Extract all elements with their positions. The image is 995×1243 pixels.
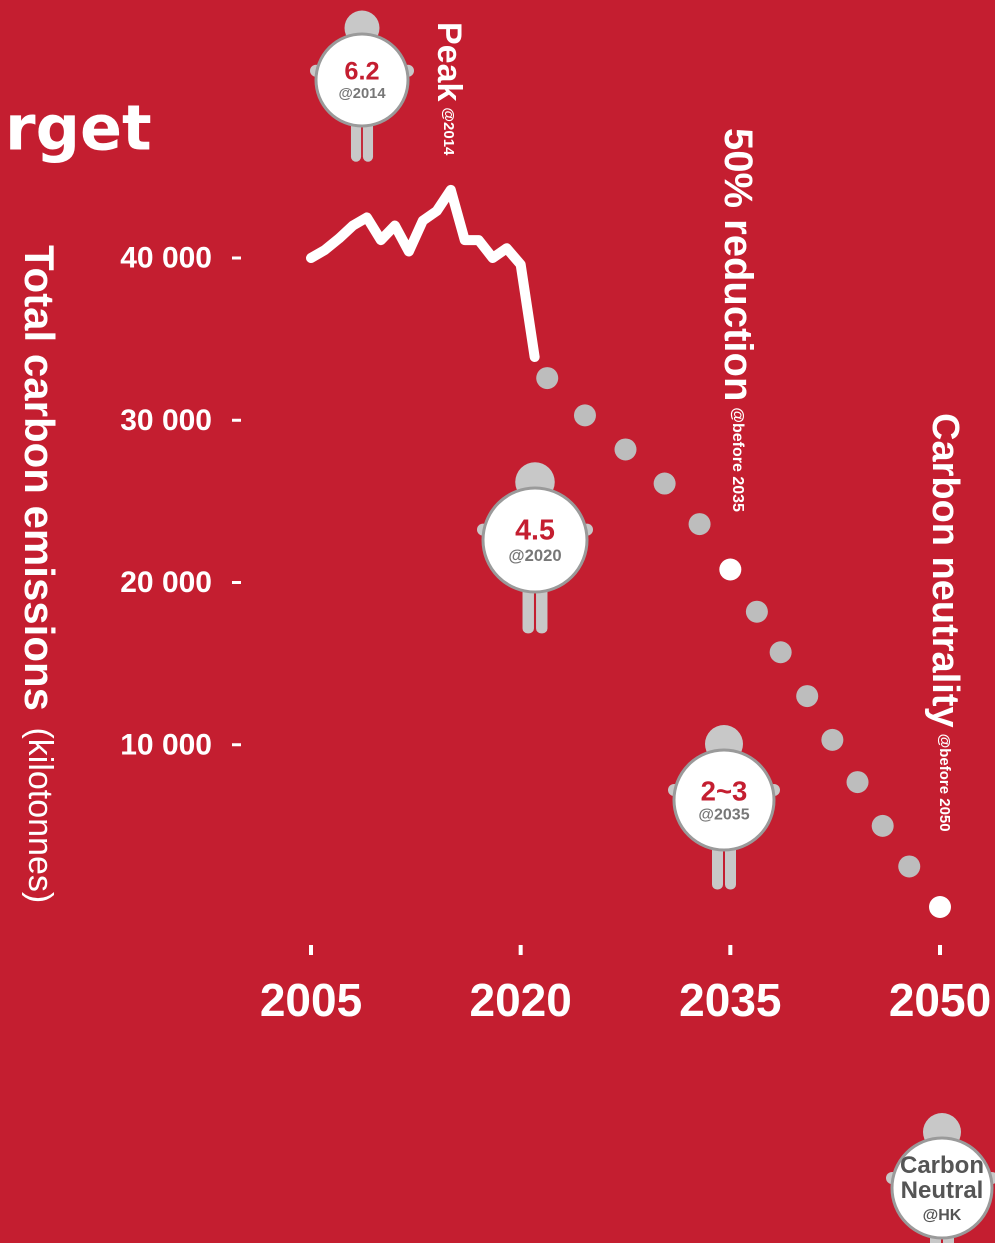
figure-leg [350, 118, 362, 162]
figure-leg [362, 118, 374, 162]
y-unit: (kilotonnes) [21, 727, 59, 903]
figure-text: 2~3 [701, 776, 748, 807]
figure: 4.5@2020 [477, 462, 593, 634]
dot [536, 367, 559, 390]
annotation-note: @2014 [441, 107, 458, 156]
dot [898, 855, 921, 878]
dot [846, 771, 869, 794]
dot [653, 472, 676, 495]
figure-text: Neutral [901, 1177, 984, 1204]
dot [719, 558, 742, 581]
annotation-text: Peak [430, 22, 468, 101]
y-tick-label: 40 000 [120, 242, 212, 275]
y-axis-label: Total carbon emissions (kilotonnes) [17, 245, 64, 903]
figure-leg [536, 584, 548, 634]
x-tick-label: 2005 [260, 974, 362, 1026]
y-label: Total carbon emissions [17, 245, 64, 711]
figure: 2~3@2035 [668, 725, 780, 890]
dot [769, 641, 792, 664]
y-tick-label: 20 000 [120, 566, 212, 599]
x-tick-label: 2050 [889, 974, 991, 1026]
figure-body [890, 1136, 994, 1240]
figure: 6.2@2014 [310, 10, 414, 162]
annotation-note: @before 2035 [730, 407, 747, 512]
dot [796, 685, 819, 708]
dot [745, 600, 768, 623]
figure-text: @2035 [698, 807, 749, 824]
line [306, 184, 540, 362]
figure-body [314, 32, 410, 128]
figure-text: Carbon [900, 1152, 984, 1179]
dot [929, 896, 951, 918]
figure-text: 4.5 [515, 515, 555, 547]
y-tick-label: 30 000 [120, 404, 212, 437]
figure-body [481, 486, 589, 594]
dot [573, 404, 596, 427]
figure-leg [522, 584, 534, 634]
figure-text: @2014 [338, 86, 386, 102]
annotation-text: 50% reduction [716, 128, 760, 401]
annotation: Peak @2014 [430, 22, 468, 156]
figure-text: 6.2 [344, 58, 379, 86]
figure-leg [725, 842, 736, 890]
dot [688, 513, 711, 536]
annotation: Carbon neutrality @before 2050 [924, 413, 966, 832]
dot [821, 728, 844, 751]
figure-leg [712, 842, 723, 890]
figure-text: @2020 [508, 546, 561, 565]
annotation-text: Carbon neutrality [924, 413, 966, 728]
y-tick-label: 10 000 [120, 728, 212, 761]
x-tick-label: 2035 [679, 974, 781, 1026]
chart-title: rget [5, 92, 152, 165]
annotation: 50% reduction @before 2035 [716, 128, 760, 512]
dot [614, 438, 637, 461]
figure-body [672, 748, 776, 852]
dot [871, 814, 894, 837]
figure-text: @HK [923, 1207, 962, 1224]
annotation-note: @before 2050 [937, 734, 954, 832]
x-tick-label: 2020 [469, 974, 571, 1026]
